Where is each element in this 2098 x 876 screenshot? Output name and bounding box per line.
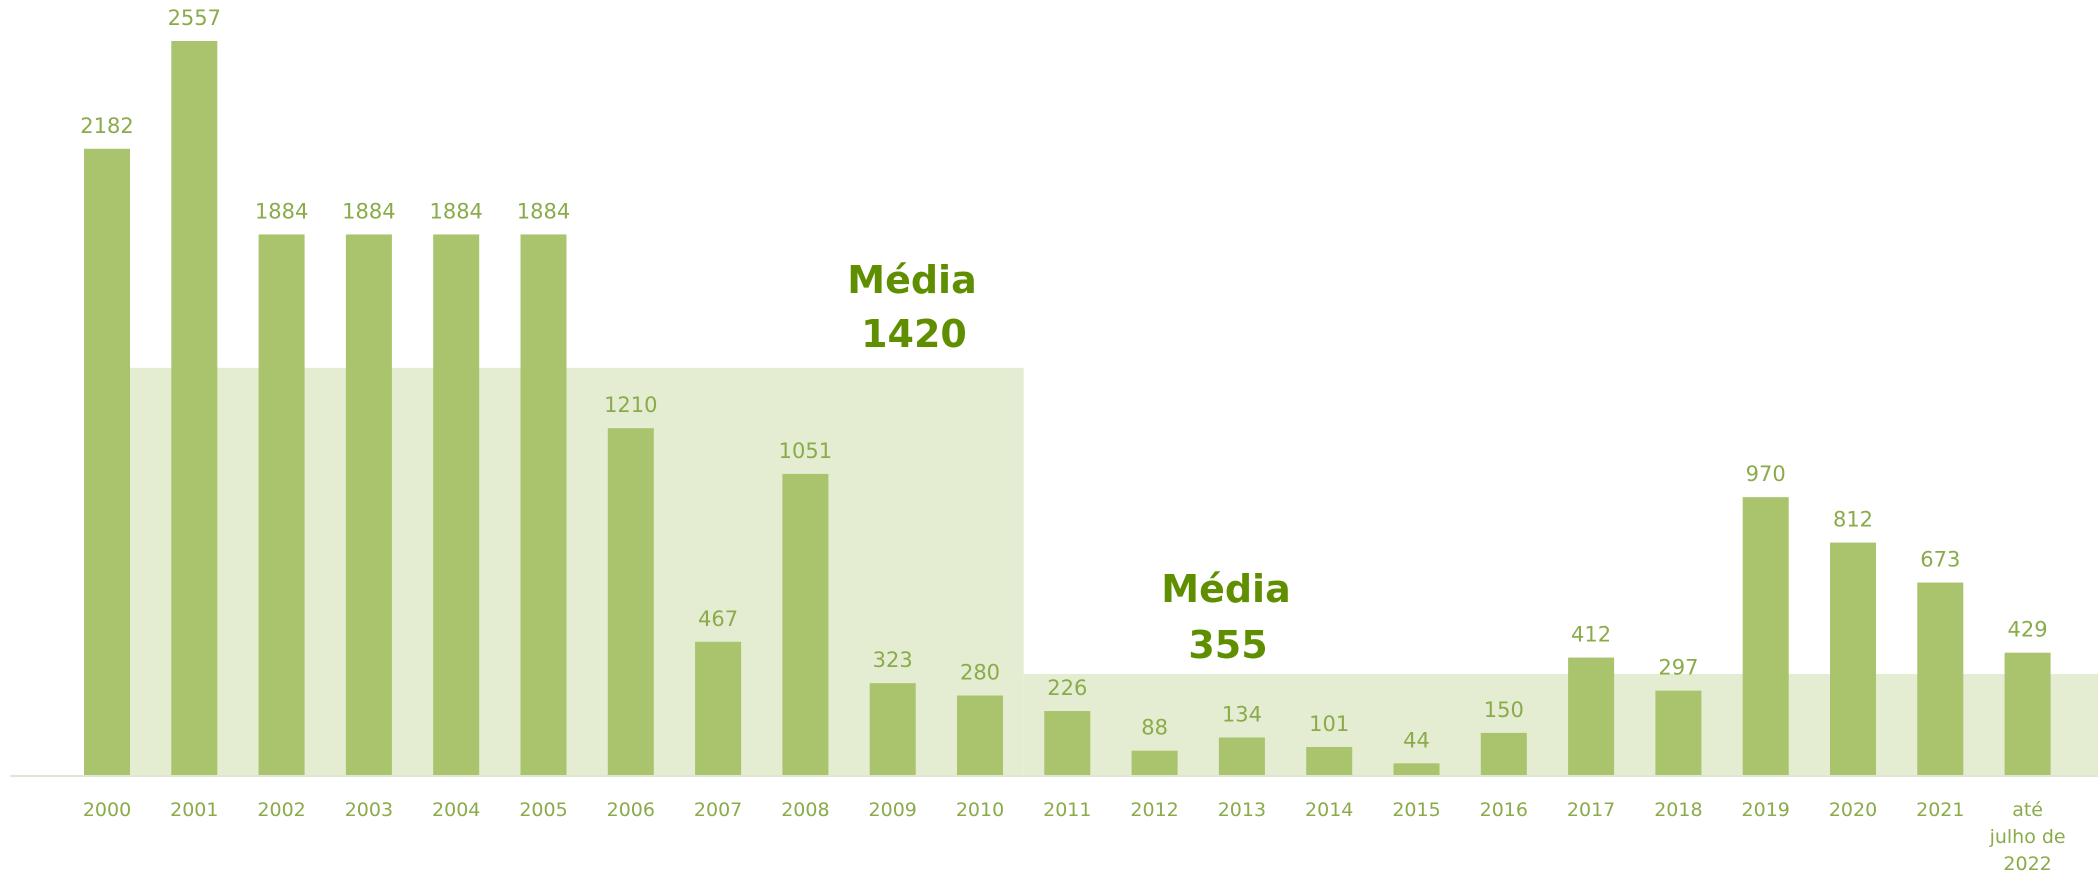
value-label-7: 467 [698, 607, 738, 631]
bar-19 [1742, 497, 1789, 776]
x-tick-17: 2017 [1567, 799, 1615, 821]
bar-16 [1480, 732, 1527, 776]
x-tick-13: 2013 [1218, 799, 1266, 821]
x-tick-2: 2002 [257, 799, 305, 821]
value-label-10: 280 [960, 661, 1000, 685]
value-label-17: 412 [1571, 623, 1611, 647]
value-label-3: 1884 [342, 199, 395, 223]
value-label-1: 2557 [168, 6, 221, 30]
value-label-21: 673 [1920, 548, 1960, 572]
value-label-18: 297 [1658, 656, 1698, 680]
x-tick-9: 2009 [869, 799, 917, 821]
x-tick-7: 2007 [694, 799, 742, 821]
x-tick-22: até julho de 2022 [1989, 799, 2066, 875]
value-label-0: 2182 [80, 114, 133, 138]
average-value-first: 1420 [861, 312, 967, 356]
x-tick-8: 2008 [781, 799, 829, 821]
x-tick-21: 2021 [1916, 799, 1964, 821]
value-label-19: 970 [1746, 462, 1786, 486]
x-tick-10: 2010 [956, 799, 1004, 821]
value-label-20: 812 [1833, 508, 1873, 532]
bar-20 [1830, 542, 1876, 776]
average-bands [107, 367, 2098, 776]
x-tick-14: 2014 [1305, 799, 1353, 821]
bar-17 [1568, 657, 1615, 776]
bar-18 [1655, 690, 1702, 776]
bar-3 [345, 234, 392, 777]
x-tick-12: 2012 [1130, 799, 1178, 821]
x-tick-labels: 2000 2001 2002 2003 2004 2005 2006 2007 2008 2009… [83, 799, 2066, 875]
average-label-second: Média [1161, 567, 1290, 611]
average-label-first: Média [847, 258, 976, 302]
x-tick-20: 2020 [1829, 799, 1877, 821]
value-label-8: 1051 [779, 439, 832, 463]
x-tick-0: 2000 [83, 799, 131, 821]
bar-0 [84, 148, 130, 776]
value-labels: 2182 2557 1884 1884 1884 1884 1210 467 1051 323 28… [80, 6, 2047, 752]
x-tick-16: 2016 [1480, 799, 1528, 821]
bar-6 [607, 428, 654, 776]
bar-7 [695, 641, 742, 776]
average-value-second: 355 [1188, 623, 1267, 667]
bar-22 [2004, 652, 2051, 776]
bar-10 [957, 695, 1003, 776]
value-label-4: 1884 [429, 199, 482, 223]
x-tick-18: 2018 [1654, 799, 1702, 821]
value-label-22: 429 [2008, 618, 2048, 642]
x-tick-19: 2019 [1742, 799, 1790, 821]
value-label-13: 134 [1222, 702, 1262, 726]
x-tick-4: 2004 [432, 799, 480, 821]
bar-9 [869, 683, 916, 776]
bar-4 [433, 234, 480, 777]
value-label-11: 226 [1047, 676, 1087, 700]
x-tick-3: 2003 [345, 799, 393, 821]
bar-5 [520, 234, 567, 777]
value-label-15: 44 [1403, 728, 1430, 752]
bar-13 [1218, 737, 1265, 776]
value-label-14: 101 [1309, 712, 1349, 736]
bars [84, 41, 2051, 777]
bar-2 [258, 234, 305, 777]
x-tick-11: 2011 [1043, 799, 1091, 821]
value-label-12: 88 [1141, 716, 1168, 740]
bar-8 [782, 473, 829, 776]
x-tick-5: 2005 [519, 799, 567, 821]
x-tick-1: 2001 [170, 799, 218, 821]
value-label-16: 150 [1484, 698, 1524, 722]
bar-11 [1044, 711, 1091, 776]
x-tick-6: 2006 [607, 799, 655, 821]
x-tick-15: 2015 [1392, 799, 1440, 821]
value-label-2: 1884 [255, 199, 308, 223]
bar-1 [171, 41, 218, 776]
bar-12 [1131, 750, 1178, 776]
bar-14 [1306, 746, 1353, 776]
value-label-9: 323 [873, 648, 913, 672]
value-label-5: 1884 [517, 199, 570, 223]
bar-15 [1393, 763, 1440, 776]
value-label-6: 1210 [604, 393, 657, 417]
bar-21 [1917, 582, 1964, 776]
